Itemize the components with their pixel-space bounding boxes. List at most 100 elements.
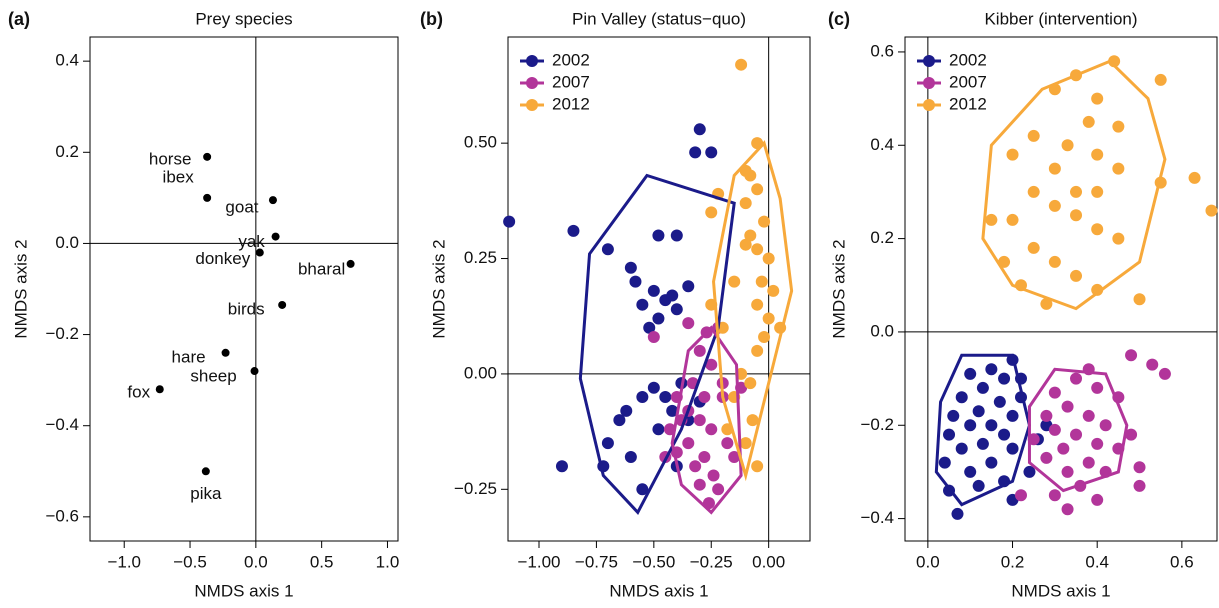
legend-marker [526,77,538,89]
y-tick-label: −0.4 [860,508,894,527]
point [744,377,757,390]
point [636,298,649,311]
point [1006,409,1019,422]
hull [670,325,743,515]
x-tick-label: −0.25 [690,552,733,571]
legend-marker [526,55,538,67]
y-tick-label: 0.25 [464,248,497,267]
x-tick-label: −0.75 [575,552,618,571]
hull [578,173,736,515]
point [744,169,757,182]
point [647,381,660,394]
point [1091,381,1104,394]
point [155,385,164,394]
legend-label: 2002 [552,50,590,69]
point [221,348,230,357]
point [1048,162,1061,175]
point [943,428,956,441]
point [1158,367,1171,380]
point [705,358,718,371]
point [751,243,764,256]
legend-label: 2002 [949,50,987,69]
point [689,146,702,159]
point [503,215,516,228]
point-label: hare [172,347,206,366]
x-tick-label: 0.6 [1170,552,1194,571]
point [744,229,757,242]
point-label: donkey [195,249,250,268]
point [1125,349,1138,362]
point [1014,489,1027,502]
point [670,303,683,316]
y-tick-label: −0.2 [45,324,79,343]
point [976,381,989,394]
point [1133,293,1146,306]
point [647,284,660,297]
x-tick-label: 0.5 [310,552,334,571]
point [705,146,718,159]
point [767,284,780,297]
point [705,423,718,436]
point [1112,232,1125,245]
y-tick-label: −0.4 [45,415,79,434]
point [758,331,771,343]
point [1091,223,1104,236]
point [670,229,683,242]
point [613,414,626,427]
panel-label: (c) [828,9,850,29]
hull [981,59,1167,311]
point [620,404,633,417]
x-tick-label: −0.50 [632,552,675,571]
point [1133,461,1146,474]
point [1133,479,1146,492]
x-tick-label: −1.00 [517,552,560,571]
point [250,367,259,376]
point [1112,120,1125,133]
point-label: goat [225,198,258,217]
point [666,404,679,417]
x-tick-label: 0.0 [244,552,268,571]
point [636,391,649,403]
point [739,437,752,450]
point [1082,409,1095,422]
point [652,423,665,436]
point [636,483,649,496]
point [659,391,672,403]
point [1027,185,1040,198]
point [201,467,210,476]
point [567,224,580,237]
x-tick-label: 0.0 [916,552,940,571]
point [1061,465,1074,478]
x-axis-label: NMDS axis 1 [609,581,708,600]
point-label: birds [228,299,265,318]
plot-frame [507,36,811,542]
point-label: fox [127,383,150,402]
x-tick-label: −1.0 [107,552,141,571]
point [1070,209,1083,222]
point [947,409,960,422]
y-axis-label: NMDS axis 2 [429,239,448,338]
legend-label: 2007 [552,72,590,91]
point [746,414,759,427]
point [601,437,614,450]
point [629,275,642,288]
point [1091,283,1104,296]
point [682,317,695,330]
hull [1027,367,1129,493]
point-label: ibex [163,167,195,186]
point [1091,185,1104,198]
point [705,206,718,219]
point [1070,372,1083,385]
point [682,437,695,450]
point [1112,162,1125,175]
point [693,123,706,136]
point [1006,213,1019,226]
point [689,460,702,473]
point [203,152,212,161]
point [955,391,968,404]
panel-label: (b) [420,9,443,29]
point [739,238,752,251]
point [1061,139,1074,152]
point-label: yak [238,232,265,251]
